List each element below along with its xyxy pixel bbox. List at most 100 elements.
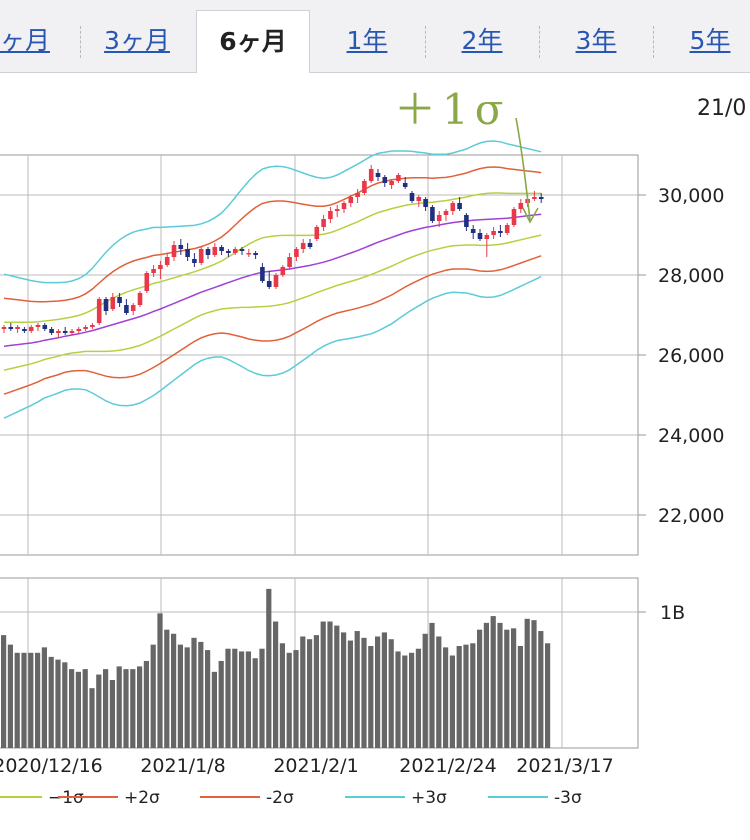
volume-bar — [225, 648, 231, 748]
volume-bar — [89, 688, 95, 748]
volume-bar — [422, 633, 428, 748]
sigma-annotation: ＋1σ — [394, 85, 510, 134]
candle-body — [151, 269, 156, 273]
legend-label: -2σ — [266, 788, 294, 808]
y-tick-label: 22,000 — [658, 505, 724, 527]
volume-bar — [75, 671, 81, 748]
volume-bar — [109, 680, 115, 748]
minus-2-sigma-line — [3, 255, 542, 395]
volume-bar — [239, 651, 245, 748]
candle-body — [253, 253, 258, 255]
candle-body — [498, 231, 503, 233]
volume-bar — [137, 666, 143, 748]
volume-bar — [157, 613, 163, 748]
candle-body — [334, 209, 340, 211]
volume-bar — [388, 639, 394, 748]
volume-bar — [21, 652, 27, 748]
candle-body — [436, 215, 442, 221]
legend-label: -3σ — [554, 788, 582, 808]
volume-bar — [48, 656, 54, 748]
candle-body — [158, 265, 163, 269]
candle-body — [280, 267, 286, 275]
y-tick-label: 28,000 — [658, 265, 724, 287]
candle-body — [382, 177, 388, 183]
volume-bar — [354, 631, 360, 748]
volume-bar — [184, 647, 190, 748]
candle-body — [260, 267, 265, 281]
volume-bar — [307, 639, 313, 748]
candle-body — [314, 227, 320, 239]
candle-body — [464, 215, 469, 227]
volume-bar — [143, 660, 149, 748]
candle-body — [430, 207, 435, 221]
volume-bar — [313, 635, 319, 748]
volume-bar — [82, 669, 88, 748]
volume-bar — [7, 644, 13, 748]
volume-bar — [266, 588, 272, 748]
volume-bar — [123, 669, 129, 748]
candle-body — [355, 193, 360, 197]
tab-2-years[interactable]: 2年 — [461, 26, 503, 55]
volume-bar — [96, 674, 102, 748]
legend-label: +3σ — [411, 788, 447, 808]
candle-body — [328, 211, 333, 219]
tab-3-months[interactable]: 3ヶ月 — [104, 26, 170, 55]
candle-body — [294, 249, 299, 257]
tab-2-months[interactable]: 2ヶ月 — [0, 26, 50, 55]
candle-body — [273, 275, 279, 287]
candle-body — [511, 209, 517, 225]
candle-body — [457, 203, 462, 209]
candle-body — [49, 329, 54, 333]
annotation-arrowhead — [522, 207, 539, 224]
candle-body — [416, 197, 422, 201]
volume-bar — [211, 671, 217, 748]
candle-body — [532, 197, 537, 199]
candle-body — [171, 245, 177, 257]
candle-body — [192, 259, 197, 263]
candle-body — [504, 225, 510, 233]
candle-body — [110, 297, 116, 309]
volume-bar — [463, 644, 469, 748]
x-tick-label: 2021/1/8 — [140, 755, 225, 777]
candle-body — [22, 329, 27, 331]
volume-bar — [62, 662, 68, 748]
plus-2-sigma-line — [3, 166, 542, 303]
volume-bar — [490, 616, 496, 748]
candle-body — [124, 305, 129, 313]
volume-bar — [69, 669, 75, 748]
volume-bar — [545, 643, 551, 748]
tab-separator — [539, 26, 540, 58]
volume-bar — [41, 647, 47, 748]
tab-separator — [653, 26, 654, 58]
volume-bar — [477, 629, 483, 748]
candle-body — [300, 243, 306, 249]
tab-6-months[interactable]: 6ヶ月 — [196, 10, 310, 73]
tab-5-years[interactable]: 5年 — [689, 26, 731, 55]
volume-bar — [116, 666, 122, 748]
volume-bar — [198, 641, 204, 748]
candle-body — [246, 253, 252, 255]
x-tick-label: 2021/3/17 — [516, 755, 613, 777]
y-tick-label: 26,000 — [658, 345, 724, 367]
volume-bar — [273, 621, 279, 748]
volume-bar — [327, 621, 333, 748]
volume-tick-label: 1B — [660, 602, 685, 624]
minus-3-sigma-line — [3, 275, 542, 419]
volume-bar — [381, 632, 387, 748]
candle-body — [28, 327, 34, 331]
tab-3-years[interactable]: 3年 — [575, 26, 617, 55]
volume-bar — [35, 652, 41, 748]
candle-body — [219, 247, 224, 251]
candle-body — [90, 325, 95, 327]
annotation-arrow — [515, 117, 531, 221]
volume-bar — [130, 669, 136, 748]
volume-bar — [259, 648, 265, 748]
candle-body — [266, 281, 272, 287]
candle-body — [130, 305, 136, 311]
tab-separator — [80, 26, 81, 58]
candle-body — [402, 183, 408, 187]
volume-bar — [497, 622, 503, 748]
volume-bar — [300, 636, 306, 748]
minus-1-sigma-line — [3, 234, 542, 371]
tab-1-year[interactable]: 1年 — [346, 26, 388, 55]
